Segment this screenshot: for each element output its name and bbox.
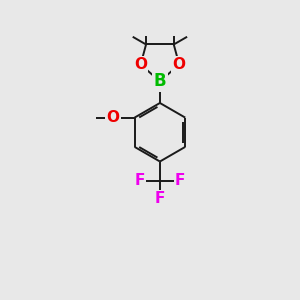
Text: O: O xyxy=(134,57,147,72)
Text: B: B xyxy=(154,72,166,90)
Text: F: F xyxy=(135,173,145,188)
Text: F: F xyxy=(155,191,165,206)
Text: F: F xyxy=(175,173,185,188)
Text: O: O xyxy=(173,57,186,72)
Text: O: O xyxy=(106,110,119,125)
